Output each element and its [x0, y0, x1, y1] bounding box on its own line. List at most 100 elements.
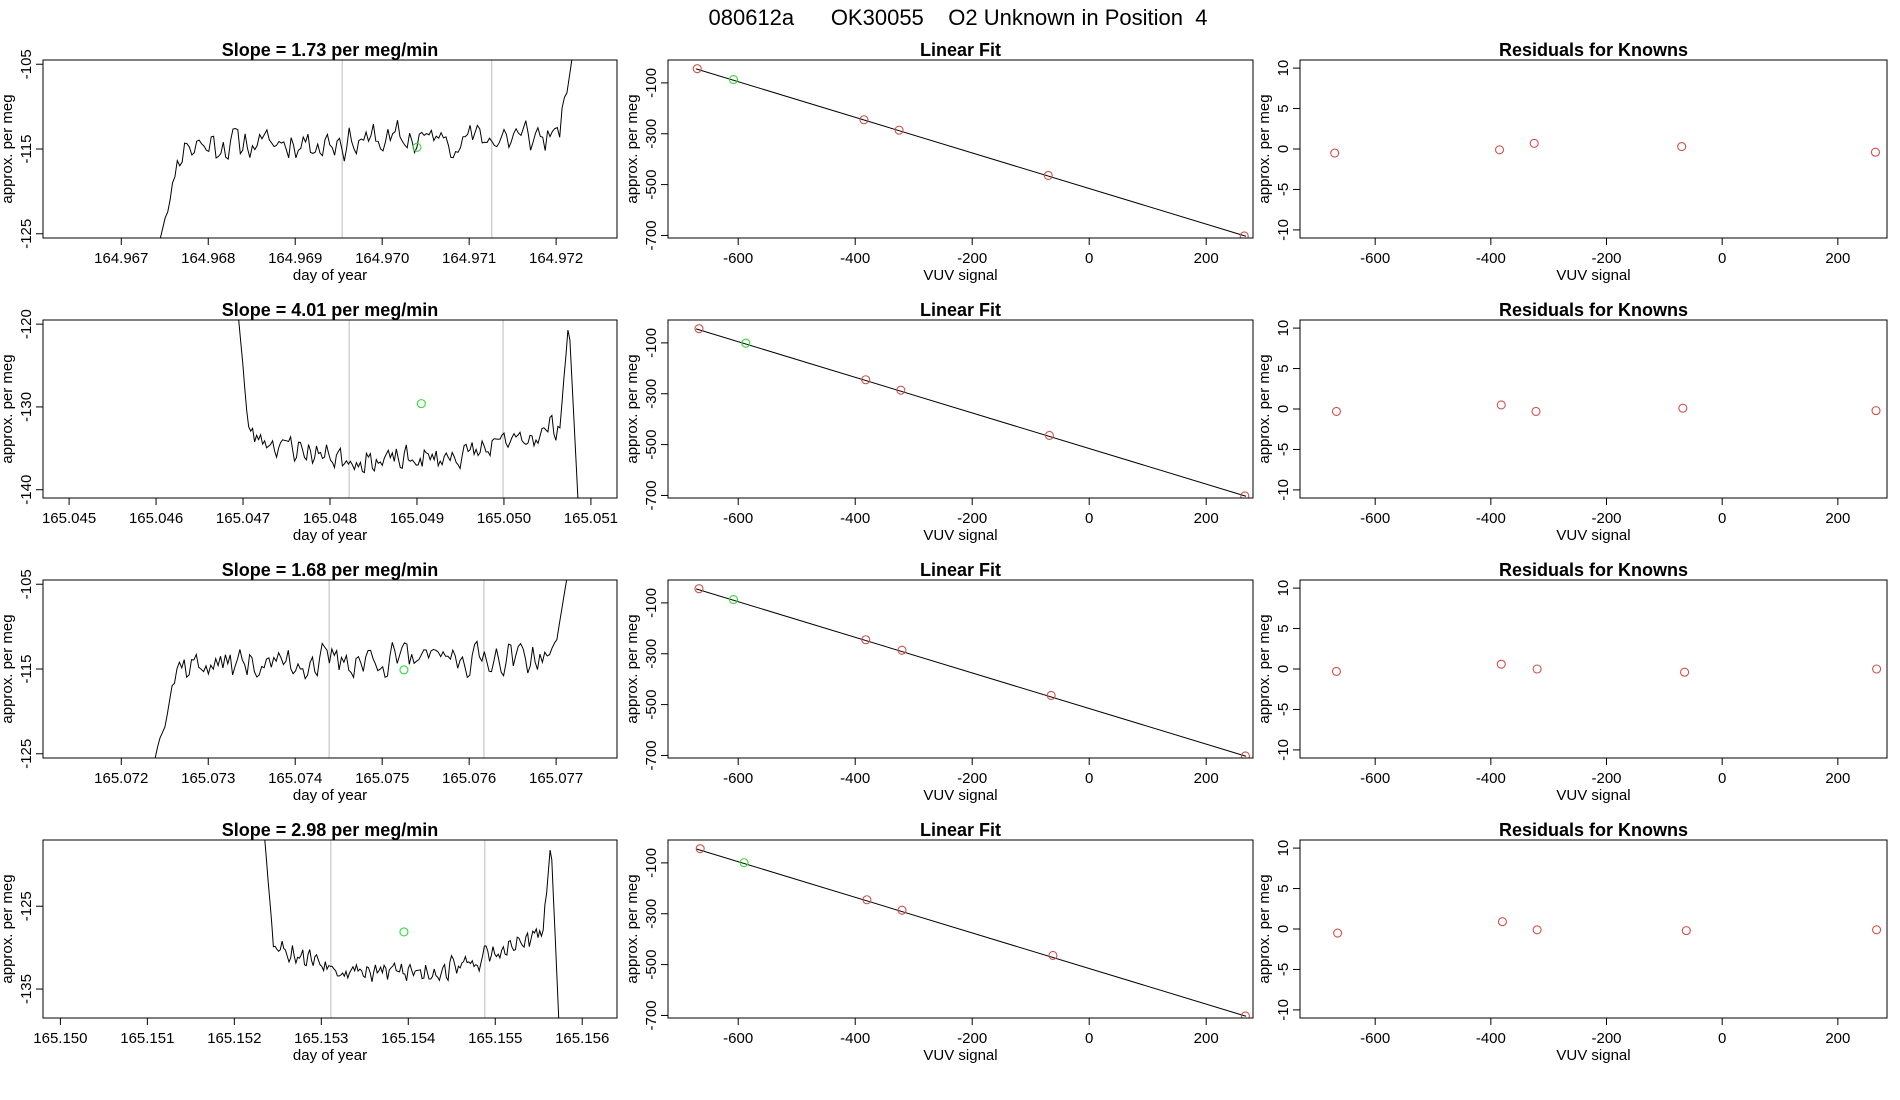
known-point — [1677, 142, 1687, 152]
y-tick-label: -700 — [643, 220, 660, 250]
known-point — [1497, 917, 1507, 927]
panel-title: Slope = 2.98 per meg/min — [222, 820, 439, 840]
known-point — [896, 385, 906, 395]
known-point — [897, 645, 907, 655]
x-tick-label: -600 — [1360, 250, 1390, 267]
panel-title: Linear Fit — [920, 560, 1001, 580]
x-tick-label: 164.968 — [181, 250, 235, 267]
panel-title: Linear Fit — [920, 300, 1001, 320]
y-tick-label: -700 — [643, 740, 660, 770]
y-tick-label: 5 — [1275, 104, 1292, 112]
known-point — [1046, 690, 1056, 700]
unknown-point — [399, 665, 409, 675]
y-axis-label: approx. per meg — [0, 94, 16, 203]
x-axis-label: day of year — [293, 1047, 367, 1064]
y-tick-label: -700 — [643, 1000, 660, 1030]
x-tick-label: 165.046 — [129, 510, 183, 527]
known-point — [894, 125, 904, 135]
x-tick-label: -600 — [723, 510, 753, 527]
known-point — [1872, 925, 1882, 935]
x-tick-label: 165.045 — [42, 510, 96, 527]
y-tick-label: 0 — [1275, 405, 1292, 413]
plot-area — [238, 320, 579, 498]
x-tick-label: -600 — [723, 250, 753, 267]
panel-fit-row-4: Linear Fit -600 -400 -200 0 200 -100 -300 -500 -7… — [624, 820, 1254, 1064]
y-tick-label: 0 — [1275, 145, 1292, 153]
x-tick-label: -200 — [957, 510, 987, 527]
y-axis-label: approx. per meg — [0, 354, 16, 463]
x-tick-label: 165.154 — [381, 1030, 435, 1047]
x-axis-label: VUV signal — [923, 527, 997, 544]
y-tick-label: -10 — [1275, 739, 1292, 761]
y-tick-label: -135 — [18, 974, 35, 1004]
known-point — [1532, 664, 1542, 674]
plot-frame — [1299, 839, 1888, 1019]
known-point — [862, 895, 872, 905]
known-point — [1330, 148, 1340, 158]
x-tick-label: 164.969 — [268, 250, 322, 267]
y-tick-label: -500 — [643, 430, 660, 460]
unknown-point — [412, 142, 422, 152]
x-tick-label: 0 — [1085, 1030, 1093, 1047]
fit-line — [695, 588, 1247, 757]
x-tick-label: 165.156 — [555, 1030, 609, 1047]
x-tick-label: 200 — [1825, 1030, 1850, 1047]
panel-trace-row-3: Slope = 1.68 per meg/min 165.072 165.073 16… — [0, 560, 618, 804]
x-tick-label: 165.153 — [294, 1030, 348, 1047]
x-tick-label: -400 — [1476, 770, 1506, 787]
x-tick-label: 165.050 — [477, 510, 531, 527]
plot-frame — [667, 839, 1254, 1019]
x-axis-label: VUV signal — [1556, 1047, 1630, 1064]
x-tick-label: 165.077 — [529, 770, 583, 787]
panel-title: Residuals for Knowns — [1499, 820, 1688, 840]
plot-frame — [42, 319, 618, 499]
plot-area — [694, 324, 1250, 498]
x-tick-label: -200 — [1591, 1030, 1621, 1047]
x-tick-label: -200 — [957, 770, 987, 787]
y-tick-label: -300 — [643, 899, 660, 929]
unknown-point — [728, 75, 739, 85]
fit-line — [695, 328, 1247, 497]
known-point — [1871, 406, 1881, 416]
x-tick-label: -200 — [957, 1030, 987, 1047]
unknown-point — [739, 858, 749, 868]
panel-title: Residuals for Knowns — [1499, 560, 1688, 580]
panel-resid-row-4: Residuals for Knowns -600 -400 -200 0 200 -10 -… — [1256, 820, 1888, 1064]
known-point — [1532, 925, 1542, 935]
x-tick-label: 165.151 — [120, 1030, 174, 1047]
x-tick-label: 165.074 — [268, 770, 322, 787]
y-axis-label: approx. per meg — [0, 614, 16, 723]
panel-title: Slope = 1.68 per meg/min — [222, 560, 439, 580]
known-point — [1043, 170, 1053, 180]
y-tick-label: -300 — [643, 119, 660, 149]
x-axis-label: VUV signal — [1556, 267, 1630, 284]
y-axis-label: approx. per meg — [0, 874, 16, 983]
plot-frame — [667, 59, 1254, 239]
plot-area — [692, 64, 1249, 238]
plot-frame — [667, 319, 1254, 499]
x-tick-label: 165.073 — [181, 770, 235, 787]
x-axis-label: day of year — [293, 527, 367, 544]
y-axis-label: approx. per meg — [624, 614, 641, 723]
y-tick-label: -5 — [1275, 963, 1292, 976]
known-point — [861, 375, 871, 385]
panel-fit-row-1: Linear Fit -600 -400 -200 0 200 -100 -300 -500 -7… — [624, 40, 1254, 284]
y-tick-label: -125 — [18, 739, 35, 769]
known-point — [1680, 667, 1690, 677]
y-axis-label: approx. per meg — [624, 354, 641, 463]
x-tick-label: -400 — [840, 510, 870, 527]
known-point — [1496, 400, 1506, 410]
x-tick-label: 165.048 — [303, 510, 357, 527]
x-tick-label: 0 — [1085, 250, 1093, 267]
y-tick-label: -10 — [1275, 999, 1292, 1021]
y-tick-label: 10 — [1275, 60, 1292, 77]
x-tick-label: -400 — [840, 770, 870, 787]
x-axis-label: VUV signal — [1556, 527, 1630, 544]
x-axis-label: VUV signal — [923, 787, 997, 804]
panel-title: Residuals for Knowns — [1499, 300, 1688, 320]
panel-trace-row-1: Slope = 1.73 per meg/min 164.967 164.968 16… — [0, 40, 618, 284]
x-tick-label: 200 — [1194, 1030, 1219, 1047]
known-point — [694, 324, 704, 334]
known-point — [1333, 928, 1343, 938]
